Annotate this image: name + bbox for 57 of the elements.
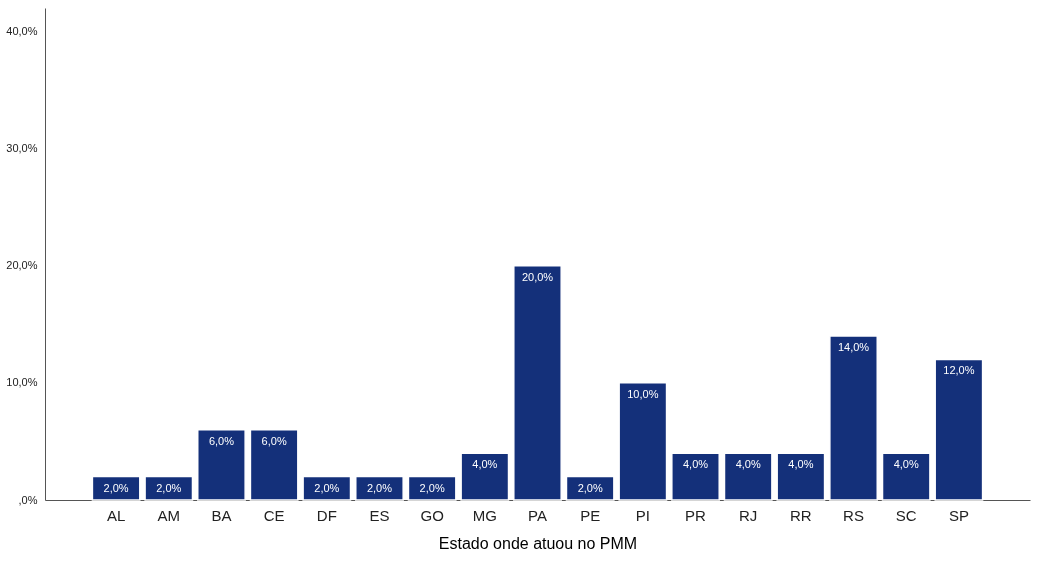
data-label: 4,0% xyxy=(788,458,814,471)
data-label: 4,0% xyxy=(682,458,709,471)
x-tick-label: AL xyxy=(106,506,126,524)
data-label: 4,0% xyxy=(735,458,761,471)
x-tick-label: PA xyxy=(528,506,547,524)
bar xyxy=(934,358,984,501)
x-tick-label: PR xyxy=(685,506,707,524)
bar xyxy=(302,475,352,501)
x-tick-label: PI xyxy=(635,506,650,524)
x-tick-label: SP xyxy=(948,506,969,524)
bar xyxy=(144,475,194,501)
bar xyxy=(723,452,773,501)
data-label: 10,0% xyxy=(627,387,659,400)
data-label: 6,0% xyxy=(208,434,235,447)
data-label: 20,0% xyxy=(521,270,554,283)
y-tick-label: ,0% xyxy=(18,493,38,506)
bar xyxy=(91,475,141,501)
data-label: 6,0% xyxy=(261,434,287,447)
bar xyxy=(618,382,668,501)
x-tick-label: ES xyxy=(369,506,390,524)
data-label: 2,0% xyxy=(366,481,393,494)
data-label: 14,0% xyxy=(837,341,870,353)
data-label: 2,0% xyxy=(577,481,603,494)
bar xyxy=(249,428,299,501)
data-label: 2,0% xyxy=(156,481,182,494)
data-label: 4,0% xyxy=(893,458,919,471)
data-label: 2,0% xyxy=(419,481,445,494)
data-label: 4,0% xyxy=(472,458,498,471)
bar xyxy=(671,452,720,501)
x-tick-label: RJ xyxy=(739,506,758,524)
y-tick-label: 10,0% xyxy=(6,376,38,389)
x-tick-label: RR xyxy=(790,506,812,524)
data-label: 2,0% xyxy=(314,481,340,494)
bar xyxy=(460,452,510,501)
x-tick-label: RS xyxy=(843,506,864,524)
x-tick-label: AM xyxy=(157,506,181,524)
x-tick-label: BA xyxy=(211,506,232,524)
bar xyxy=(565,475,615,501)
data-label: 12,0% xyxy=(943,364,975,377)
bar xyxy=(829,335,878,501)
x-axis-title: Estado onde atuou no PMM xyxy=(438,534,638,552)
bar xyxy=(776,452,826,501)
bar xyxy=(513,264,562,501)
bar xyxy=(355,475,404,501)
y-tick-label: 40,0% xyxy=(6,24,38,37)
y-tick-label: 30,0% xyxy=(6,142,38,155)
y-tick-label: 20,0% xyxy=(6,259,38,272)
x-tick-label: MG xyxy=(472,506,497,524)
x-tick-label: GO xyxy=(420,506,444,524)
x-tick-label: DF xyxy=(316,506,337,524)
bar xyxy=(407,475,457,501)
bar xyxy=(881,452,931,501)
x-tick-label: SC xyxy=(895,506,917,524)
x-tick-label: PE xyxy=(580,506,601,524)
data-label: 2,0% xyxy=(103,481,129,494)
x-tick-label: CE xyxy=(263,506,285,524)
bar xyxy=(197,428,246,501)
